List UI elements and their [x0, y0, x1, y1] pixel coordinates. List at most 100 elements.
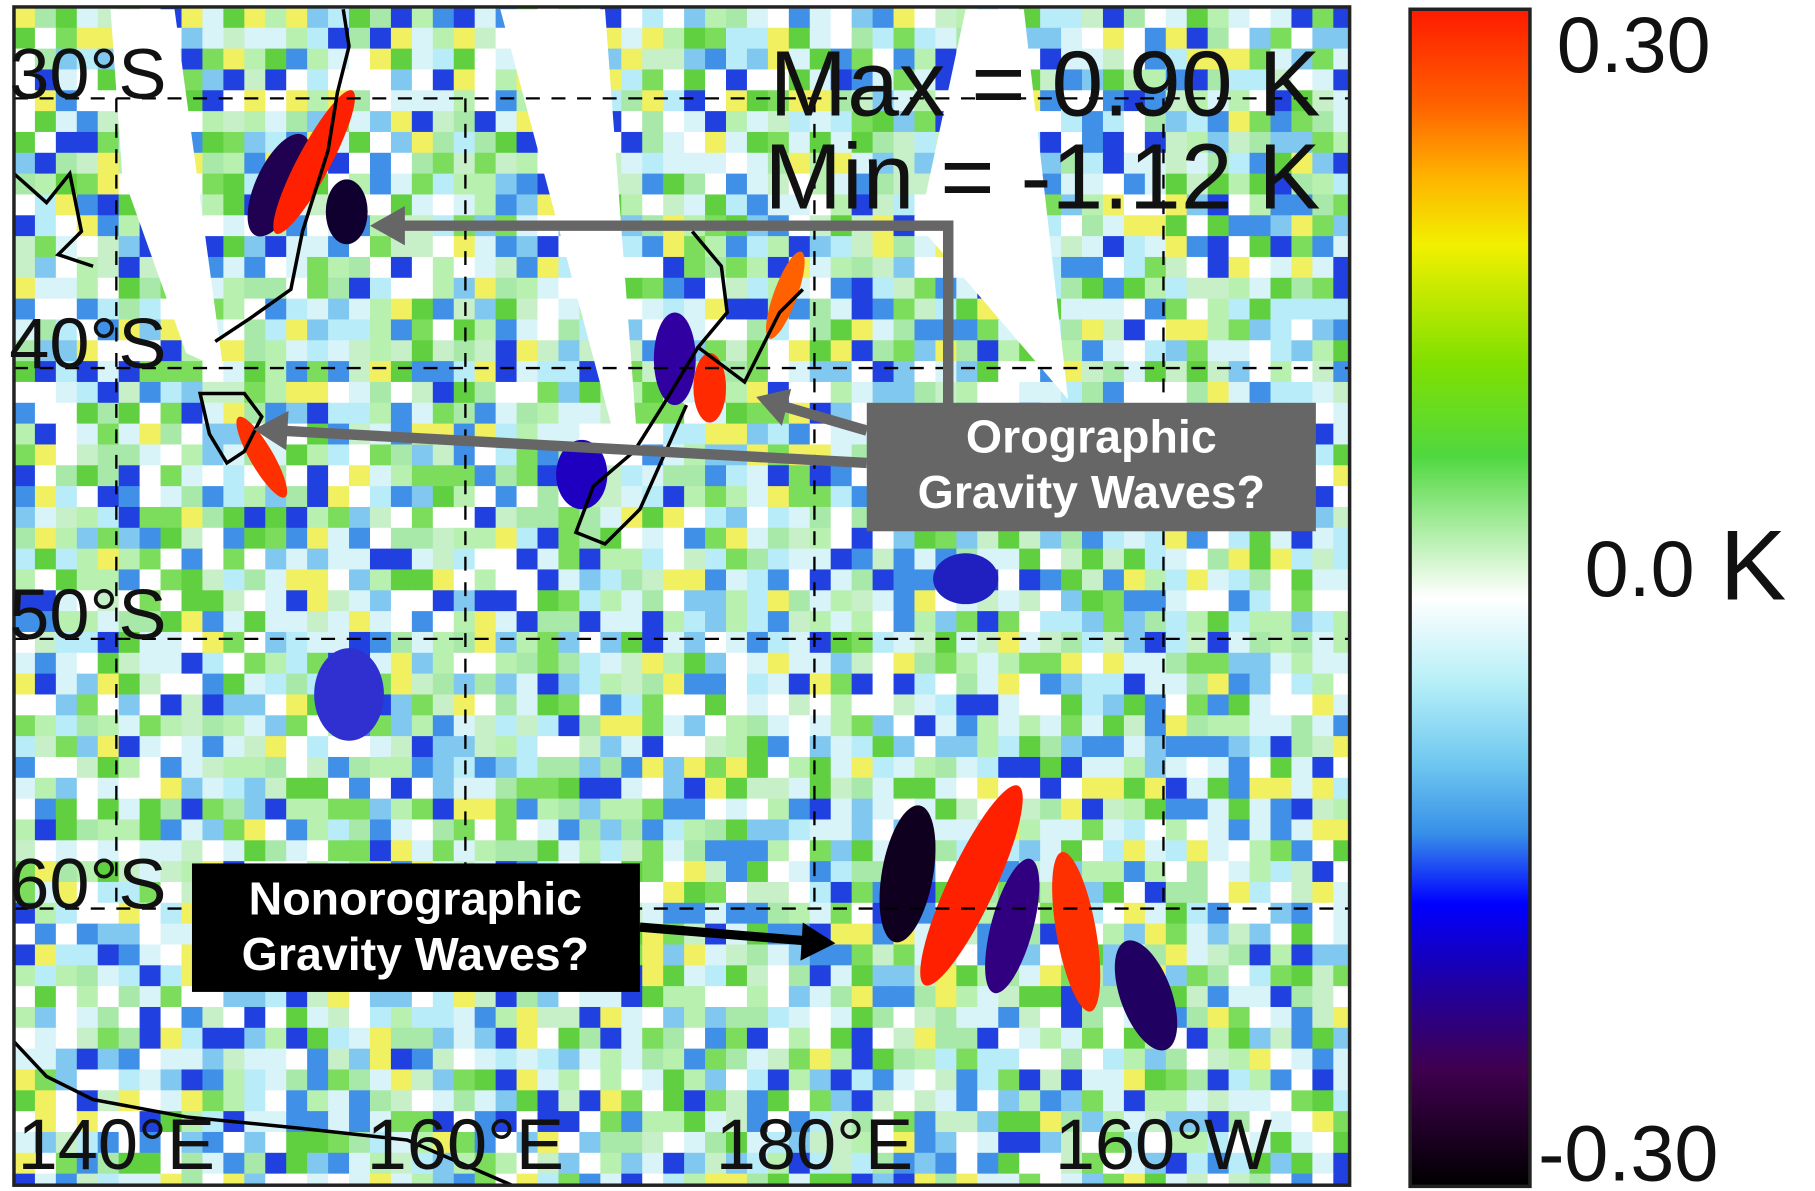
field-cell [726, 694, 748, 716]
field-cell [956, 1090, 978, 1112]
field-cell [1291, 611, 1313, 633]
field-cell [873, 569, 895, 591]
field-cell [1229, 632, 1251, 654]
field-cell [56, 1028, 78, 1050]
field-cell [705, 569, 727, 591]
field-cell [684, 819, 706, 841]
field-cell [726, 528, 748, 550]
field-cell [119, 507, 141, 529]
field-cell [1103, 382, 1125, 404]
field-cell [1124, 653, 1146, 675]
field-cell [663, 694, 685, 716]
field-cell [244, 569, 266, 591]
field-cell [412, 694, 434, 716]
field-cell [496, 1007, 518, 1029]
field-cell [831, 653, 853, 675]
field-cell [621, 1174, 643, 1191]
field-cell [202, 778, 224, 800]
field-cell [684, 424, 706, 446]
field-cell [496, 257, 518, 279]
field-cell [1019, 1069, 1041, 1091]
field-cell [119, 215, 141, 237]
field-cell [726, 611, 748, 633]
field-cell [1333, 465, 1355, 487]
field-cell [579, 819, 601, 841]
field-cell [914, 1174, 936, 1191]
field-cell [1271, 882, 1293, 904]
field-cell [852, 611, 874, 633]
field-cell [747, 424, 769, 446]
field-cell [370, 507, 392, 529]
field-cell [726, 757, 748, 779]
colorbar-bottom-label: -0.30 [1538, 1110, 1718, 1191]
field-cell [538, 257, 560, 279]
field-cell [1229, 257, 1251, 279]
field-cell [349, 757, 371, 779]
field-cell [286, 340, 308, 362]
field-cell [496, 569, 518, 591]
field-cell [244, 757, 266, 779]
field-cell [1019, 653, 1041, 675]
field-cell [370, 840, 392, 862]
field-cell [1061, 1049, 1083, 1071]
field-cell [223, 215, 245, 237]
field-cell [831, 257, 853, 279]
field-cell [873, 361, 895, 383]
field-cell [663, 549, 685, 571]
field-cell [1250, 1069, 1272, 1091]
field-cell [14, 778, 36, 800]
field-cell [98, 924, 120, 946]
field-cell [119, 694, 141, 716]
field-cell [1082, 632, 1104, 654]
field-cell [873, 1049, 895, 1071]
field-cell [831, 382, 853, 404]
field-cell [914, 715, 936, 737]
field-cell [412, 7, 434, 29]
field-cell [1271, 986, 1293, 1008]
field-cell [1187, 299, 1209, 321]
field-cell [663, 69, 685, 91]
field-cell [286, 28, 308, 50]
field-cell [1229, 236, 1251, 258]
field-cell [286, 111, 308, 133]
field-cell [538, 694, 560, 716]
field-cell [1291, 236, 1313, 258]
field-cell [202, 174, 224, 196]
field-cell [77, 757, 99, 779]
field-cell [475, 299, 497, 321]
field-cell [475, 1028, 497, 1050]
field-cell [35, 924, 57, 946]
field-cell [768, 653, 790, 675]
field-cell [1333, 715, 1355, 737]
field-cell [705, 424, 727, 446]
field-cell [977, 361, 999, 383]
field-cell [1103, 590, 1125, 612]
field-cell [1145, 7, 1167, 29]
field-cell [642, 799, 664, 821]
field-cell [1229, 1007, 1251, 1029]
field-cell [433, 340, 455, 362]
field-cell [684, 1090, 706, 1112]
field-cell [1166, 924, 1188, 946]
field-cell [265, 590, 287, 612]
field-cell [349, 299, 371, 321]
field-cell [538, 674, 560, 696]
field-cell [977, 653, 999, 675]
field-cell [1208, 757, 1230, 779]
field-cell [789, 486, 811, 508]
field-cell [810, 882, 832, 904]
field-cell [1061, 7, 1083, 29]
field-cell [1061, 590, 1083, 612]
field-cell [747, 590, 769, 612]
field-cell [56, 403, 78, 425]
field-cell [454, 1049, 476, 1071]
field-cell [1061, 674, 1083, 696]
field-cell [14, 965, 36, 987]
field-cell [1040, 674, 1062, 696]
field-cell [1312, 257, 1334, 279]
field-cell [496, 694, 518, 716]
field-cell [1291, 1153, 1313, 1175]
field-cell [894, 653, 916, 675]
field-cell [998, 757, 1020, 779]
field-cell [1187, 611, 1209, 633]
